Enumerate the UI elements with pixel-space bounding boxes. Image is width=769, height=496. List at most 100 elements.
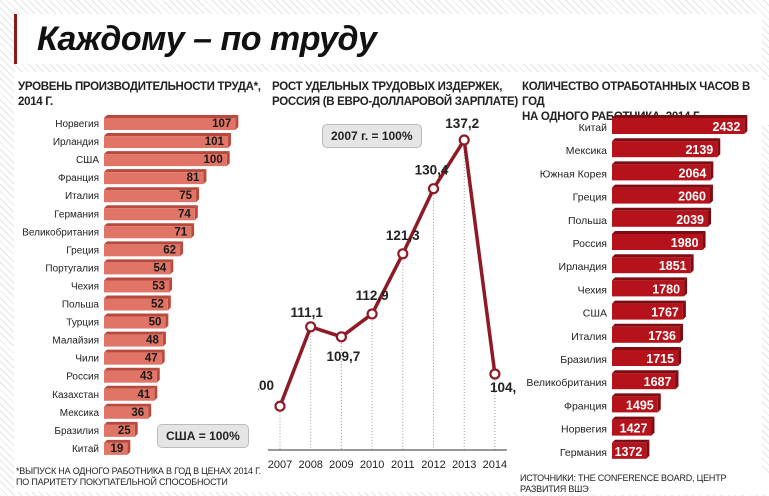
category-label: Казахстан — [52, 390, 99, 401]
bar-top — [104, 367, 160, 371]
bar-top — [612, 323, 684, 327]
data-label: 111,1 — [291, 305, 324, 320]
bar-16: 36 Мексика — [60, 403, 152, 419]
bar-7: 62 Греция — [66, 241, 184, 257]
bar-value-label: 2432 — [713, 120, 741, 134]
category-label: Малайзия — [52, 336, 99, 347]
bar-value-label: 2139 — [685, 143, 713, 157]
category-label: Германия — [560, 447, 607, 459]
bar-side — [203, 169, 207, 185]
bar-12: 48 Малайзия — [52, 331, 166, 347]
bar-top — [612, 416, 655, 420]
category-label: Бразилия — [54, 426, 99, 437]
bar-top — [612, 347, 682, 350]
bar-front — [612, 164, 711, 181]
bar-17: 25 Бразилия — [54, 421, 138, 437]
bar-top — [104, 403, 152, 407]
data-label: 112,9 — [356, 288, 389, 303]
bar-top — [612, 393, 661, 397]
bar-value-label: 1767 — [651, 306, 679, 320]
bar-side — [710, 161, 714, 181]
category-label: США — [76, 155, 99, 166]
bar-front — [104, 406, 149, 419]
data-point — [274, 400, 286, 412]
bar-side — [134, 421, 138, 437]
category-label: Франция — [564, 400, 607, 412]
labor-costs-title-line2: Россия (в евро-долларовой зарплате) — [272, 96, 518, 108]
bar-value-label: 19 — [111, 443, 124, 455]
bar-front — [104, 442, 128, 455]
bar-1: 101 Ирландия — [53, 133, 231, 149]
category-label: Норвегия — [55, 119, 99, 130]
bar-side — [226, 151, 230, 167]
bar-top — [612, 115, 748, 118]
labor-costs-panel-title: Рост удельных трудовых издержек, Россия … — [272, 80, 518, 110]
bar-top — [104, 331, 166, 335]
labor-costs-badge: 2007 г. = 100% — [322, 124, 422, 148]
bar-value-label: 1780 — [652, 282, 680, 296]
bar-side — [165, 313, 169, 329]
category-label: Китай — [72, 444, 99, 455]
bar-front — [612, 326, 681, 343]
bar-front — [612, 303, 683, 320]
bar-13: 47 Чили — [75, 349, 165, 365]
bar-14: 1372 Германия — [560, 439, 650, 459]
bar-2: 2064 Южная Корея — [540, 161, 714, 181]
bar-front — [612, 118, 745, 134]
category-label: Чехия — [578, 284, 607, 296]
bar-15: 41 Казахстан — [52, 385, 158, 401]
bar-front — [104, 208, 195, 221]
bar-front — [612, 419, 652, 436]
bar-14: 43 Россия — [66, 367, 160, 383]
bar-value-label: 62 — [163, 244, 176, 256]
bar-top — [612, 277, 688, 281]
bar-value-label: 101 — [205, 136, 225, 148]
data-label: 100 — [258, 378, 274, 393]
bar-value-label: 100 — [204, 154, 223, 166]
data-label: 104,5 — [490, 380, 516, 395]
x-tick-label: 2008 — [298, 459, 322, 471]
bar-side — [678, 347, 682, 366]
category-label: Мексика — [60, 408, 100, 419]
bar-side — [156, 367, 160, 383]
bar-top — [104, 295, 171, 299]
productivity-footnote: *выпуск на одного работника в год в цена… — [16, 466, 261, 488]
bar-top — [104, 241, 184, 245]
bar-top — [104, 277, 173, 281]
bar-side — [227, 133, 231, 149]
x-tick-label: 2010 — [360, 459, 384, 471]
data-point — [458, 134, 470, 146]
category-label: Ирландия — [559, 261, 607, 273]
bar-value-label: 54 — [153, 262, 166, 274]
bar-top — [104, 421, 138, 425]
bar-top — [104, 205, 198, 209]
bar-4: 75 Италия — [65, 187, 200, 203]
bar-top — [612, 370, 679, 374]
data-label: 121,3 — [386, 228, 420, 243]
bar-side — [682, 300, 686, 320]
bar-side — [194, 205, 198, 221]
bar-10: 1715 Бразилия — [560, 347, 682, 366]
category-label: Португалия — [45, 263, 99, 274]
bar-6: 1851 Ирландия — [559, 254, 694, 274]
bar-value-label: 36 — [131, 407, 144, 419]
bar-side — [162, 331, 166, 347]
bar-side — [180, 241, 184, 257]
labor-costs-title-line1: Рост удельных трудовых издержек, — [272, 81, 503, 93]
category-label: Бразилия — [560, 354, 607, 366]
bar-0: 107 Норвегия — [55, 115, 239, 130]
bar-value-label: 75 — [179, 190, 192, 202]
bar-side — [148, 403, 152, 419]
category-label: Италия — [65, 191, 99, 202]
bar-3: 81 Франция — [58, 169, 207, 185]
bar-top — [612, 184, 713, 188]
data-label: 109,7 — [327, 349, 361, 364]
bar-top — [104, 133, 231, 137]
productivity-badge: США = 100% — [157, 424, 249, 448]
bar-front — [612, 373, 676, 390]
bar-side — [191, 223, 195, 239]
bar-value-label: 53 — [152, 280, 165, 292]
bar-front — [104, 244, 181, 257]
bar-value-label: 52 — [151, 299, 164, 311]
bar-value-label: 1715 — [646, 352, 674, 366]
